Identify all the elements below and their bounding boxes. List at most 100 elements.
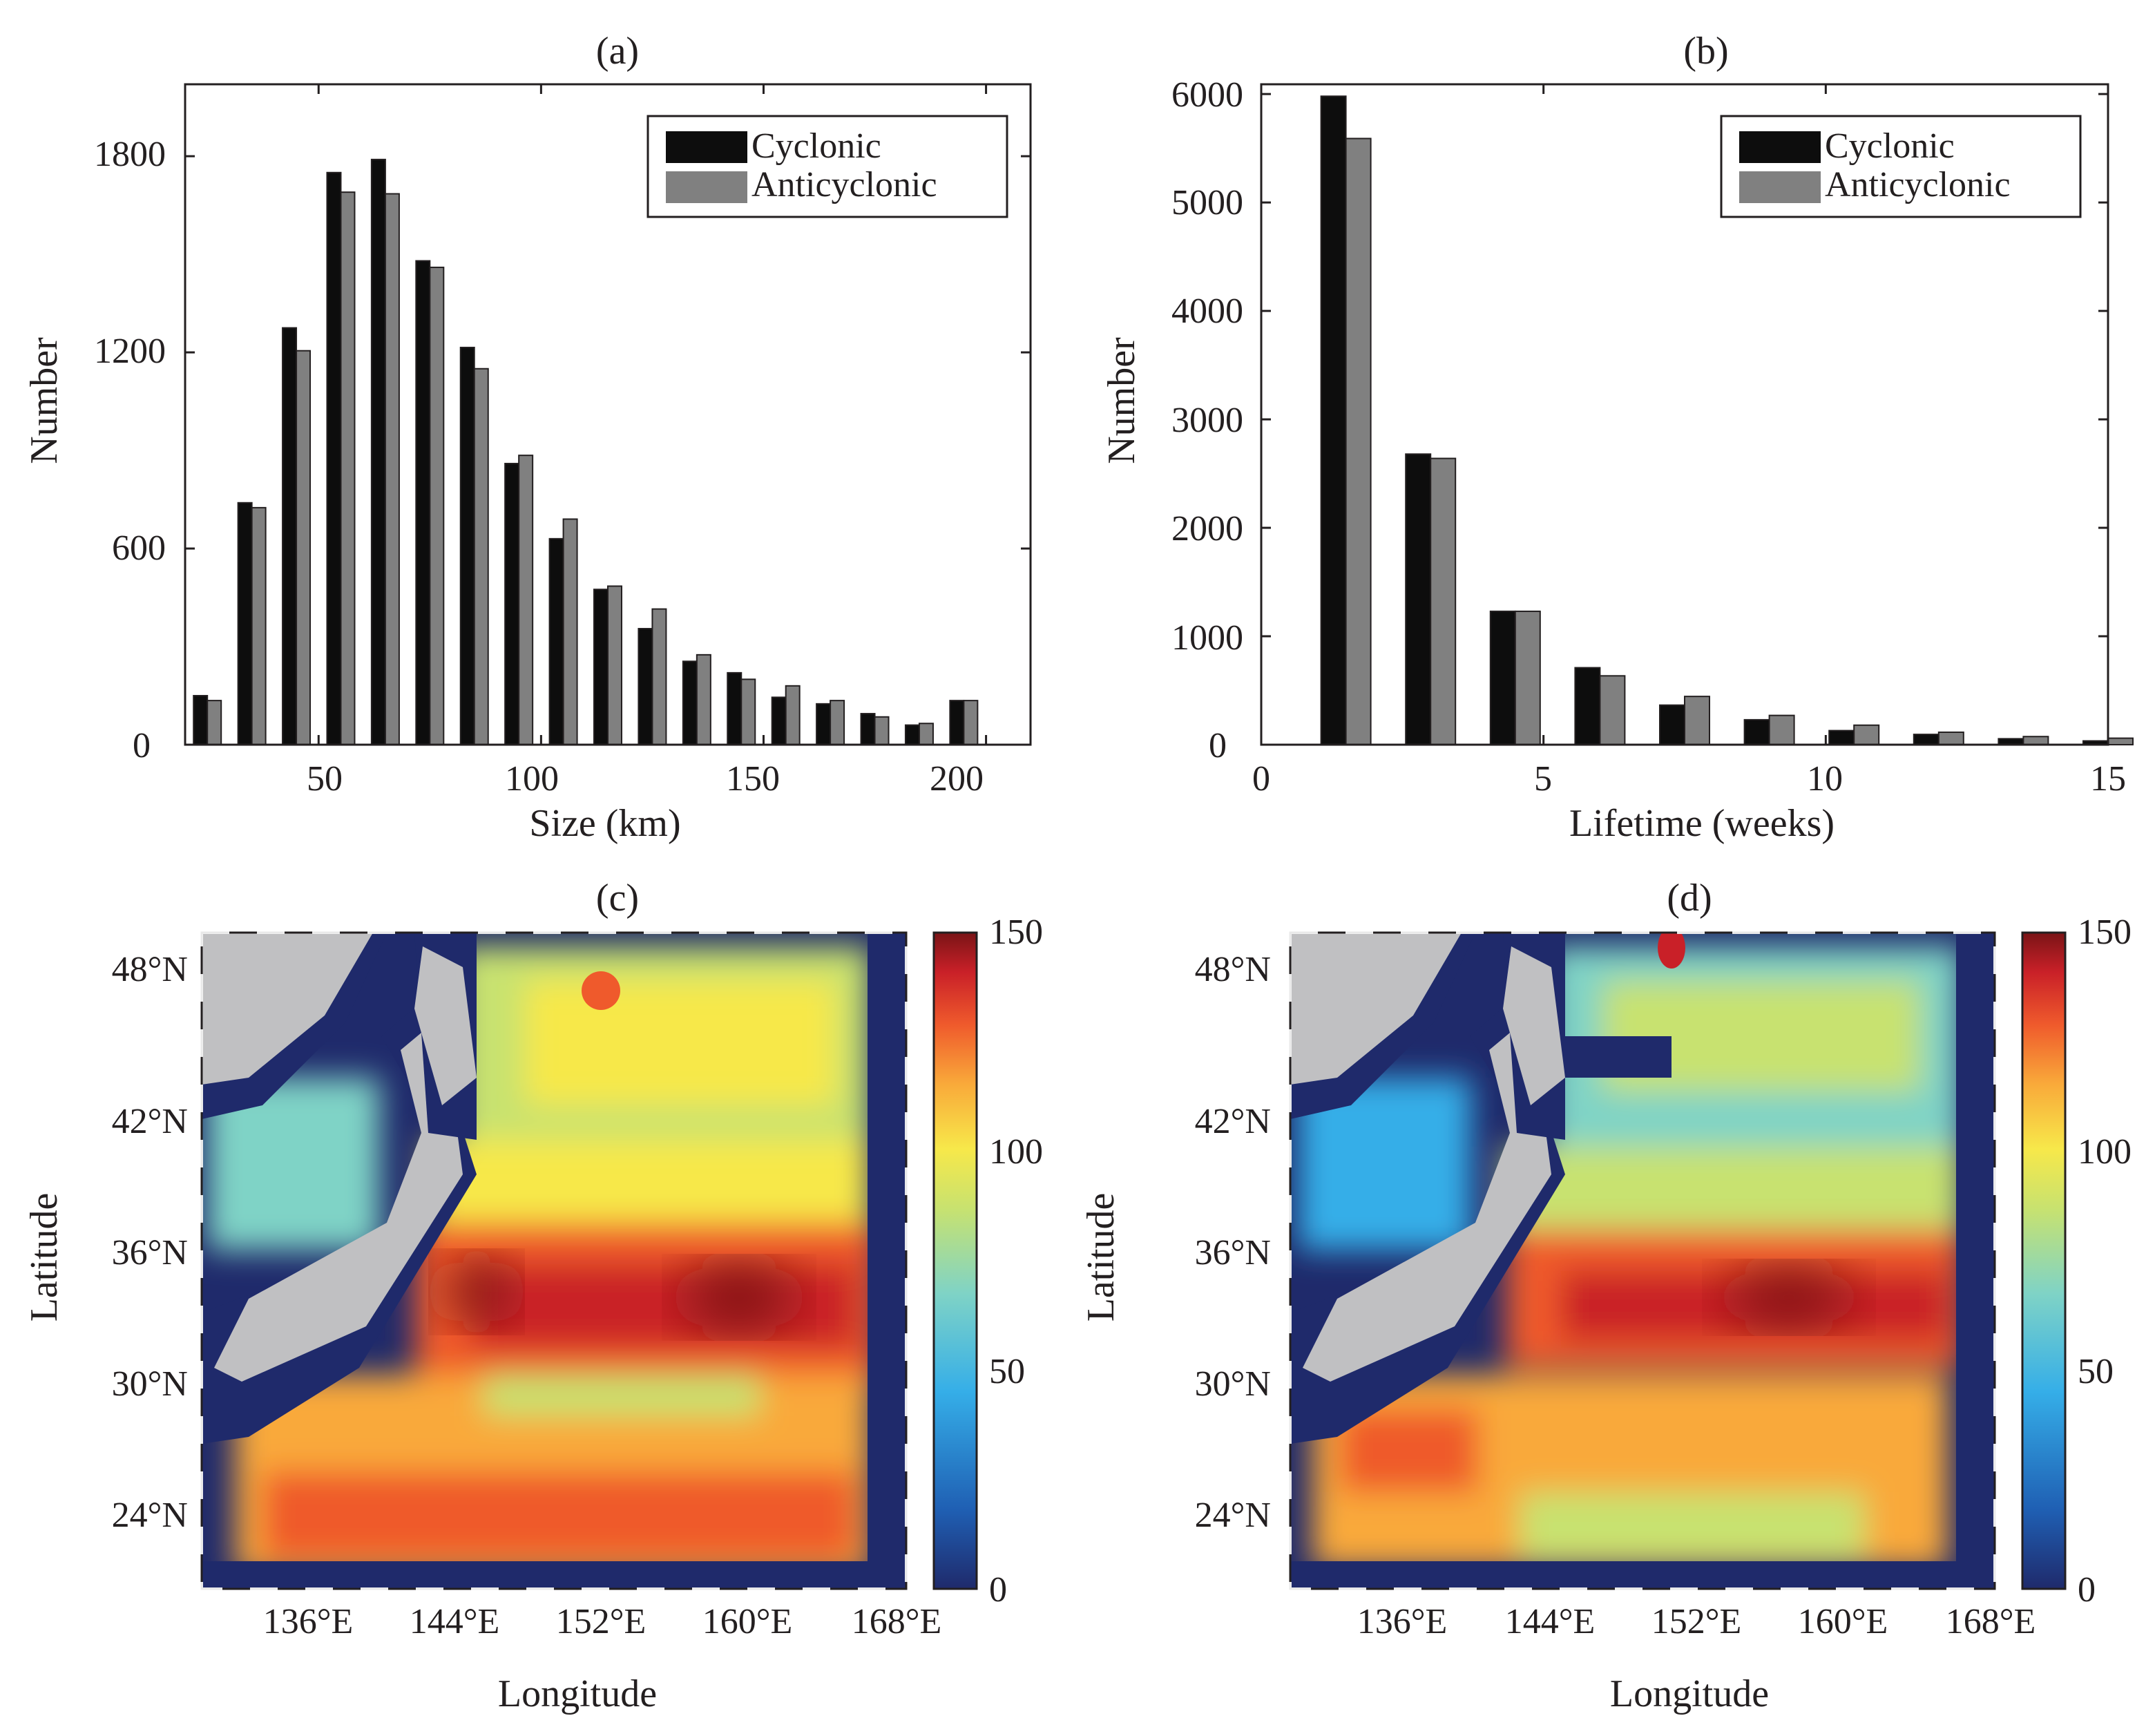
panel-c-ytick-label: 24°N <box>112 1496 188 1535</box>
panel-b-xtick-label: 15 <box>2090 759 2126 799</box>
panel-a-xtick-label: 200 <box>930 759 984 799</box>
bar-anticyclonic <box>2107 737 2134 746</box>
panel-b-ytick-label: 1000 <box>1171 618 1243 658</box>
panel-b-bars <box>1320 95 2134 746</box>
bar-cyclonic <box>816 703 832 746</box>
panel-b-plot-frame <box>1260 83 2109 746</box>
bar-cyclonic <box>326 171 342 746</box>
panel-b-xlabel: Lifetime (weeks) <box>1569 802 1835 845</box>
panel-b-xtick-label: 5 <box>1534 759 1552 799</box>
panel-d-colorbar <box>2021 931 2067 1590</box>
bar-cyclonic <box>193 695 209 745</box>
panel-a-ticks <box>185 84 1031 746</box>
panel-c-xtick-label: 144°E <box>410 1602 500 1641</box>
panel-c-xlabel: Longitude <box>498 1672 657 1715</box>
panel-b-ytick-label: 2000 <box>1171 509 1243 549</box>
panel-a-ytick-label: 0 <box>133 726 151 765</box>
bar-anticyclonic <box>1599 675 1626 745</box>
bar-cyclonic <box>504 462 520 745</box>
bar-anticyclonic <box>830 700 845 745</box>
bar-anticyclonic <box>651 608 667 745</box>
bar-cyclonic <box>459 346 475 745</box>
bar-anticyclonic <box>1684 696 1710 745</box>
bar-anticyclonic <box>251 506 267 745</box>
bar-anticyclonic <box>384 193 400 745</box>
panel-b-xtick-label: 0 <box>1252 759 1270 799</box>
panel-c-xtick-label: 152°E <box>556 1602 646 1641</box>
bar-cyclonic <box>1913 734 1940 746</box>
panel-b-title: (b) <box>1683 30 1728 73</box>
bar-cyclonic <box>370 158 386 745</box>
panel-b-ytick-label: 6000 <box>1171 75 1243 115</box>
panel-c-colorbar <box>932 931 978 1590</box>
bar-anticyclonic <box>918 723 934 746</box>
panel-b-ytick-label: 5000 <box>1171 183 1243 222</box>
panel-d-ytick-label: 48°N <box>1195 950 1271 989</box>
bar-cyclonic <box>1574 667 1601 746</box>
panel-a-ytick-label: 1200 <box>94 332 166 371</box>
bar-anticyclonic <box>429 267 445 745</box>
panel-b-ylabel: Number <box>1100 337 1143 464</box>
panel-c-map: (c) <box>23 877 1043 1715</box>
bar-anticyclonic <box>296 350 312 745</box>
panel-b-ytick-label: 4000 <box>1171 292 1243 331</box>
bar-anticyclonic <box>1768 714 1795 745</box>
bar-anticyclonic <box>518 455 534 745</box>
panel-a-title: (a) <box>596 30 639 73</box>
panel-d-colorbar-label: 50 <box>2078 1352 2114 1391</box>
panel-d-ytick-label: 24°N <box>1195 1496 1271 1535</box>
panel-b-ytick-label: 0 <box>1209 726 1227 765</box>
bar-anticyclonic <box>2022 736 2049 745</box>
panel-b-bar-chart: (b) 0 1000 2000 3000 4000 5000 6000 0 5 … <box>1100 30 2134 845</box>
bar-cyclonic <box>415 260 431 746</box>
bar-anticyclonic <box>562 518 578 745</box>
panel-d-xtick-label: 168°E <box>1946 1602 2036 1641</box>
legend-label-cyclonic: Cyclonic <box>1825 126 1955 166</box>
legend-swatch-anticyclonic <box>1739 171 1821 203</box>
panel-c-xtick-label: 160°E <box>702 1602 793 1641</box>
bar-cyclonic <box>904 724 920 746</box>
bar-cyclonic <box>1405 453 1432 745</box>
bar-cyclonic <box>638 627 653 746</box>
bar-cyclonic <box>727 671 743 745</box>
panel-b-xtick-label: 10 <box>1807 759 1843 799</box>
panel-d-title: (d) <box>1667 877 1712 919</box>
bar-cyclonic <box>1320 95 1347 746</box>
bar-cyclonic <box>282 327 298 745</box>
panel-c-ylabel: Latitude <box>23 1193 66 1322</box>
bar-cyclonic <box>949 700 965 745</box>
panel-a-xtick-label: 100 <box>505 759 559 799</box>
panel-b-ytick-label: 3000 <box>1171 401 1243 440</box>
bar-anticyclonic <box>963 700 979 745</box>
panel-c-colorbar-label: 150 <box>989 913 1043 952</box>
panel-d-ylabel: Latitude <box>1080 1193 1122 1322</box>
panel-c-colorbar-label: 0 <box>989 1570 1007 1610</box>
panel-d-colorbar-label: 100 <box>2078 1132 2132 1172</box>
panel-d-xlabel: Longitude <box>1610 1672 1769 1715</box>
legend-swatch-cyclonic <box>1739 131 1821 163</box>
legend-swatch-cyclonic <box>666 131 747 163</box>
panel-d-ytick-label: 42°N <box>1195 1102 1271 1141</box>
panel-d-map: (d) <box>1080 877 2132 1715</box>
panel-c-title: (c) <box>596 877 639 919</box>
panel-c-xtick-label: 168°E <box>852 1602 942 1641</box>
bar-anticyclonic <box>607 585 622 745</box>
bar-cyclonic <box>1743 718 1770 745</box>
panel-d-xtick-label: 160°E <box>1798 1602 1888 1641</box>
panel-a-legend: Cyclonic Anticyclonic <box>646 115 1008 218</box>
panel-d-colorbar-label: 0 <box>2078 1570 2096 1610</box>
panel-a-xlabel: Size (km) <box>529 802 680 845</box>
bar-anticyclonic <box>874 716 890 745</box>
panel-d-xtick-label: 144°E <box>1505 1602 1596 1641</box>
panel-a-xtick-label: 150 <box>726 759 780 799</box>
bar-cyclonic <box>682 660 698 745</box>
panel-c-ytick-label: 42°N <box>112 1102 188 1141</box>
panel-d-ytick-label: 30°N <box>1195 1364 1271 1404</box>
bar-anticyclonic <box>1853 724 1880 746</box>
panel-a-ylabel: Number <box>23 337 66 464</box>
bar-anticyclonic <box>696 654 711 746</box>
panel-a-ytick-label: 1800 <box>94 135 166 174</box>
bar-anticyclonic <box>1937 731 1964 746</box>
panel-c-colorbar-label: 100 <box>989 1132 1043 1172</box>
bar-cyclonic <box>237 502 253 745</box>
